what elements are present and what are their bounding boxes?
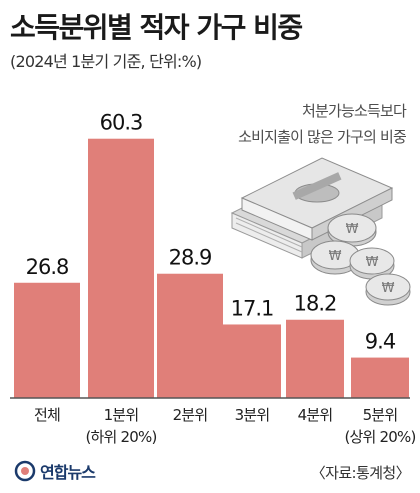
- source-logo: 연합뉴스: [14, 459, 96, 483]
- bar-3: [157, 273, 223, 398]
- category-label-1: 전체: [34, 406, 60, 424]
- chart-annotation: 처분가능소득보다 소비지출이 많은 가구의 비중: [238, 98, 407, 150]
- bar-2: [88, 138, 154, 398]
- category-label-6: 5분위: [363, 406, 398, 424]
- chart-title: 소득분위별 적자 가구 비중: [10, 11, 303, 44]
- data-label-2: 60.3: [100, 111, 143, 135]
- annotation-line-1: 처분가능소득보다: [301, 102, 407, 120]
- svg-text:₩: ₩: [382, 281, 395, 296]
- bar-4: [223, 324, 281, 398]
- source-credit: 〈자료:통계청〉: [310, 464, 411, 482]
- bar-1: [14, 282, 80, 398]
- annotation-line-2: 소비지출이 많은 가구의 비중: [238, 128, 407, 146]
- chart-subtitle: (2024년 1분기 기준, 단위:%): [10, 52, 202, 71]
- data-label-5: 18.2: [294, 292, 337, 316]
- bar-6: [351, 357, 409, 398]
- data-label-6: 9.4: [365, 330, 396, 354]
- svg-text:₩: ₩: [329, 249, 342, 264]
- svg-text:₩: ₩: [346, 222, 359, 237]
- data-label-1: 26.8: [26, 255, 69, 279]
- source-logo-text: 연합뉴스: [40, 463, 96, 482]
- category-label-4: 3분위: [235, 406, 270, 424]
- coin-stack-icon: ₩ ₩ ₩ ₩: [310, 213, 411, 306]
- category-sublabel-2: (하위 20%): [85, 428, 156, 446]
- svg-text:₩: ₩: [366, 255, 379, 270]
- data-label-4: 17.1: [231, 296, 274, 320]
- yonhap-logo-icon: [14, 460, 36, 482]
- data-label-3: 28.9: [169, 246, 212, 270]
- category-label-3: 2분위: [173, 406, 208, 424]
- category-sublabel-6: (상위 20%): [344, 428, 415, 446]
- bar-5: [286, 319, 344, 398]
- category-label-5: 4분위: [298, 406, 333, 424]
- category-label-2: 1분위: [104, 406, 139, 424]
